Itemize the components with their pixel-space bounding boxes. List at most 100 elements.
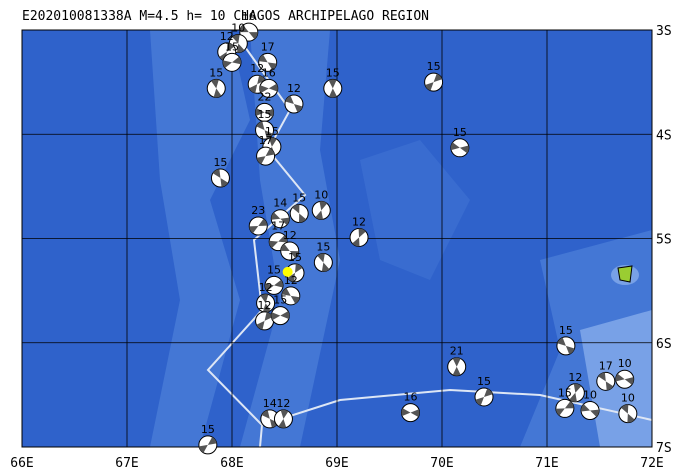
- island: [617, 265, 633, 283]
- beachball: [401, 403, 420, 423]
- beachball-quadrant: [258, 54, 277, 71]
- beachball-quadrant: [315, 201, 328, 220]
- beachball-quadrant: [269, 235, 288, 249]
- beachball-quadrant: [328, 79, 337, 98]
- depth-label: 15: [273, 294, 287, 307]
- x-tick-label: 69E: [325, 456, 348, 471]
- beachball-quadrant: [278, 409, 289, 428]
- depth-label: 10: [583, 389, 597, 402]
- depth-label: 15: [453, 126, 467, 139]
- beachball: [311, 200, 331, 220]
- beachball: [222, 52, 242, 72]
- beachball-quadrant: [261, 410, 278, 428]
- depth-label: 12: [258, 299, 272, 312]
- beachball-quadrant: [280, 243, 299, 259]
- depth-label: 16: [404, 391, 418, 404]
- depth-label: 12: [259, 281, 273, 294]
- beachball: [248, 216, 268, 236]
- x-tick-label: 70E: [430, 456, 453, 471]
- beachball-quadrant: [581, 404, 600, 417]
- beachball-quadrant: [249, 218, 268, 234]
- beachball: [555, 398, 575, 418]
- beachball: [280, 241, 300, 261]
- beachball: [618, 404, 638, 424]
- x-tick-label: 66E: [10, 456, 33, 471]
- beachball: [281, 286, 301, 306]
- depth-label: 15: [225, 40, 239, 53]
- y-tick-label: 4S: [656, 128, 672, 143]
- beachball-quadrant: [260, 294, 271, 313]
- y-tick-label: 3S: [656, 24, 672, 39]
- beachball-quadrant: [475, 388, 493, 406]
- beachball-quadrant: [212, 169, 229, 187]
- epicenter: [282, 266, 293, 277]
- beachball-quadrant: [256, 312, 273, 330]
- beachball: [273, 409, 293, 429]
- depth-label: 15: [427, 60, 441, 73]
- beachball: [259, 78, 279, 98]
- depth-label: 10: [618, 357, 632, 370]
- beachball: [206, 78, 226, 98]
- beachball-quadrant: [621, 404, 635, 423]
- depth-label: 15: [326, 66, 340, 79]
- plate-boundary: [206, 39, 307, 448]
- x-tick-label: 67E: [115, 456, 138, 471]
- beachball-quadrant: [239, 25, 258, 40]
- depth-label: 12: [276, 397, 290, 410]
- beachball-quadrant: [211, 79, 222, 98]
- depth-label: 15: [316, 240, 330, 253]
- depth-label: 10: [231, 22, 245, 35]
- depth-label: 15: [209, 66, 223, 79]
- depth-label: 17: [271, 220, 285, 233]
- depth-label: 12: [287, 82, 301, 95]
- beachball-quadrant: [615, 373, 634, 385]
- beachball-quadrant: [232, 34, 245, 53]
- beachball: [447, 357, 467, 377]
- beachball-quadrant: [271, 212, 290, 225]
- depth-label: 15: [258, 108, 272, 121]
- beachball-quadrant: [317, 253, 330, 272]
- beachball-quadrant: [256, 148, 275, 165]
- beachball-quadrant: [452, 357, 461, 376]
- plate-boundary: [261, 388, 653, 426]
- beachball: [313, 252, 333, 272]
- beachball: [615, 369, 635, 389]
- depth-label: 16: [262, 66, 276, 79]
- beachball-quadrant: [271, 311, 290, 321]
- depth-label: 12: [250, 62, 264, 75]
- y-tick-label: 7S: [656, 441, 672, 456]
- depth-label: 15: [267, 263, 281, 276]
- y-tick-label: 6S: [656, 337, 672, 352]
- depth-label: 14: [263, 397, 277, 410]
- beachball-quadrant: [259, 83, 278, 93]
- beachball-quadrant: [450, 142, 469, 154]
- beachball-quadrant: [255, 108, 274, 117]
- depth-label: 17: [599, 359, 613, 372]
- beachball: [284, 94, 304, 114]
- beachball-quadrant: [569, 383, 582, 402]
- beachball: [556, 336, 576, 356]
- beachball: [256, 146, 276, 166]
- beachball: [258, 52, 278, 72]
- beachball: [255, 102, 275, 122]
- depth-label: 12: [283, 229, 297, 242]
- beachball: [264, 275, 284, 295]
- beachball-quadrant: [256, 121, 273, 139]
- x-tick-label: 68E: [220, 456, 243, 471]
- depth-label: 14: [273, 197, 287, 210]
- beachball-quadrant: [401, 408, 420, 417]
- beachball-quadrant: [598, 372, 614, 391]
- depth-label: 12: [284, 274, 298, 287]
- beachball-quadrant: [287, 263, 303, 282]
- beachball-quadrant: [265, 279, 283, 291]
- depth-label: 12: [568, 371, 582, 384]
- beachball: [255, 120, 275, 140]
- beachball: [349, 227, 369, 247]
- depth-label: 12: [352, 215, 366, 228]
- depth-label: 12: [220, 30, 234, 43]
- beachball: [450, 138, 470, 158]
- depth-label: 17: [259, 134, 273, 147]
- depth-label: 17: [261, 40, 275, 53]
- beachball-quadrant: [352, 228, 366, 247]
